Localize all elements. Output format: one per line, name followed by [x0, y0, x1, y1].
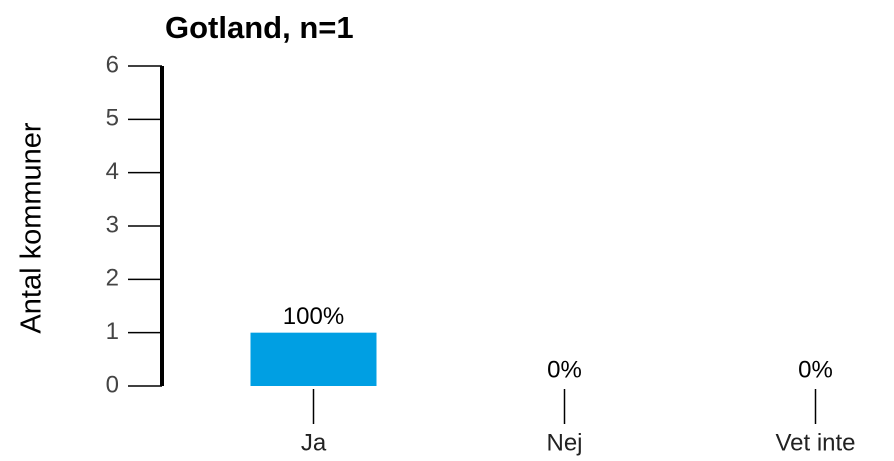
- y-tick-label: 0: [106, 371, 119, 398]
- value-label: 0%: [798, 356, 833, 383]
- y-tick-label: 6: [106, 51, 119, 78]
- y-tick-label: 2: [106, 265, 119, 292]
- y-tick-label: 1: [106, 318, 119, 345]
- chart-title: Gotland, n=1: [165, 10, 354, 45]
- x-tick-label: Nej: [546, 429, 582, 456]
- value-label: 100%: [283, 303, 344, 330]
- x-tick-label: Ja: [301, 429, 327, 456]
- bar: [250, 332, 377, 386]
- x-tick-label: Vet inte: [775, 429, 855, 456]
- y-tick-label: 4: [106, 158, 119, 185]
- y-axis-label: Antal kommuner: [16, 122, 48, 333]
- value-label: 0%: [547, 356, 582, 383]
- y-tick-label: 5: [106, 105, 119, 132]
- y-tick-label: 3: [106, 211, 119, 238]
